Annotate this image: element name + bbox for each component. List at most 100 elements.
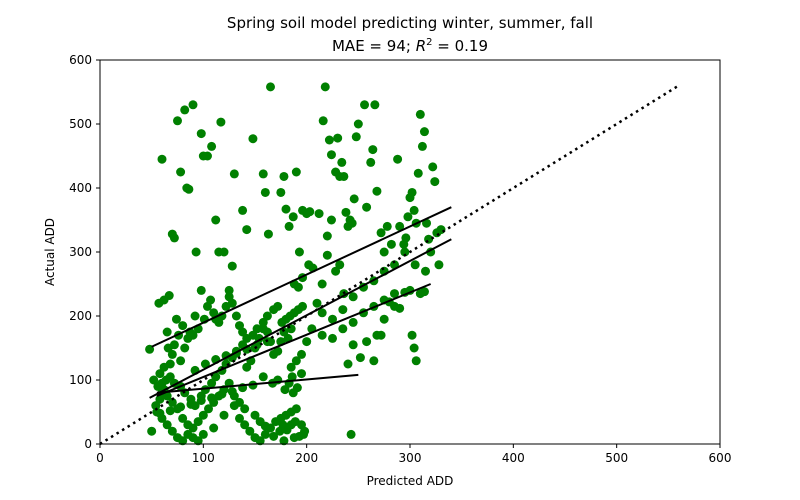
data-point — [419, 287, 429, 297]
data-point — [299, 429, 309, 439]
data-point — [324, 135, 334, 145]
data-point — [242, 225, 252, 235]
data-point — [202, 151, 212, 161]
data-point — [204, 404, 213, 414]
data-point — [178, 413, 188, 423]
subtitle-exp: 2 — [426, 37, 432, 48]
data-point — [163, 343, 173, 353]
data-point — [171, 314, 181, 324]
data-point — [287, 372, 297, 382]
data-point — [322, 250, 332, 260]
x-tick-label: 0 — [96, 451, 104, 465]
data-point — [297, 369, 306, 379]
data-point — [269, 349, 279, 359]
data-point — [302, 337, 312, 347]
data-point — [288, 212, 298, 222]
data-point — [339, 171, 349, 181]
data-point — [180, 105, 190, 115]
data-point — [167, 349, 177, 359]
data-point — [188, 100, 198, 110]
y-axis-label: Actual ADD — [43, 218, 57, 286]
data-point — [291, 404, 301, 414]
data-point — [184, 184, 194, 194]
y-tick-label: 500 — [69, 117, 92, 131]
plot-area — [99, 82, 680, 446]
data-point — [219, 247, 229, 257]
data-point — [235, 397, 244, 407]
data-point — [242, 362, 252, 372]
x-axis-label: Predicted ADD — [367, 474, 454, 488]
data-point — [317, 308, 327, 318]
data-point — [252, 324, 262, 334]
data-point — [255, 417, 265, 427]
data-point — [207, 141, 217, 151]
data-point — [390, 289, 399, 299]
data-point — [393, 154, 403, 164]
y-tick-label: 300 — [69, 245, 92, 259]
data-point — [209, 308, 219, 318]
data-point — [248, 330, 258, 340]
data-point — [217, 389, 227, 399]
data-point — [304, 260, 314, 270]
data-point — [291, 167, 301, 177]
data-point — [255, 436, 265, 446]
data-point — [379, 314, 389, 324]
data-point — [176, 167, 186, 177]
y-tick-label: 600 — [69, 53, 92, 67]
data-point — [258, 372, 268, 382]
data-point — [351, 132, 361, 142]
data-point — [157, 154, 167, 164]
data-point — [176, 402, 186, 412]
fit-line — [156, 373, 359, 394]
data-point — [348, 340, 358, 350]
data-point — [235, 321, 244, 331]
data-point — [430, 177, 440, 187]
data-point — [149, 375, 159, 385]
data-point — [322, 231, 332, 241]
data-point — [368, 145, 378, 155]
data-point — [312, 298, 322, 308]
data-point — [424, 234, 434, 244]
y-axis: 0 100 200 300 400 500 600 — [69, 53, 100, 451]
y-tick-label: 400 — [69, 181, 92, 195]
subtitle-suffix: = 0.19 — [433, 37, 489, 55]
data-point — [269, 431, 279, 441]
data-point — [176, 356, 186, 366]
data-point — [421, 266, 430, 276]
data-point — [263, 229, 273, 239]
x-axis: 0 100 200 300 400 500 600 — [96, 444, 731, 465]
data-point — [248, 134, 258, 144]
data-point — [193, 417, 203, 427]
fit-line — [156, 283, 432, 397]
data-point — [403, 212, 413, 222]
data-point — [198, 429, 208, 439]
data-point — [337, 157, 347, 167]
data-point — [262, 311, 272, 321]
data-point — [279, 327, 289, 337]
data-point — [178, 436, 188, 446]
data-point — [290, 417, 300, 427]
data-point — [353, 119, 363, 129]
chart-subtitle: MAE = 94; R2 = 0.19 — [332, 37, 488, 55]
data-point — [407, 187, 417, 197]
y-tick-label: 0 — [84, 437, 92, 451]
data-point — [155, 394, 165, 404]
data-point — [428, 162, 438, 172]
data-point — [240, 420, 250, 430]
data-point — [157, 378, 167, 388]
data-point — [326, 150, 336, 160]
fit-line — [151, 206, 452, 348]
data-point — [216, 117, 226, 127]
identity-line — [99, 84, 680, 446]
data-point — [258, 169, 268, 179]
data-point — [400, 247, 410, 257]
data-point — [202, 301, 212, 311]
data-point — [286, 362, 296, 372]
data-point — [314, 209, 324, 219]
data-point — [159, 362, 169, 372]
data-point — [155, 369, 165, 379]
data-point — [196, 129, 206, 139]
data-point — [376, 228, 386, 238]
data-point — [207, 393, 217, 403]
